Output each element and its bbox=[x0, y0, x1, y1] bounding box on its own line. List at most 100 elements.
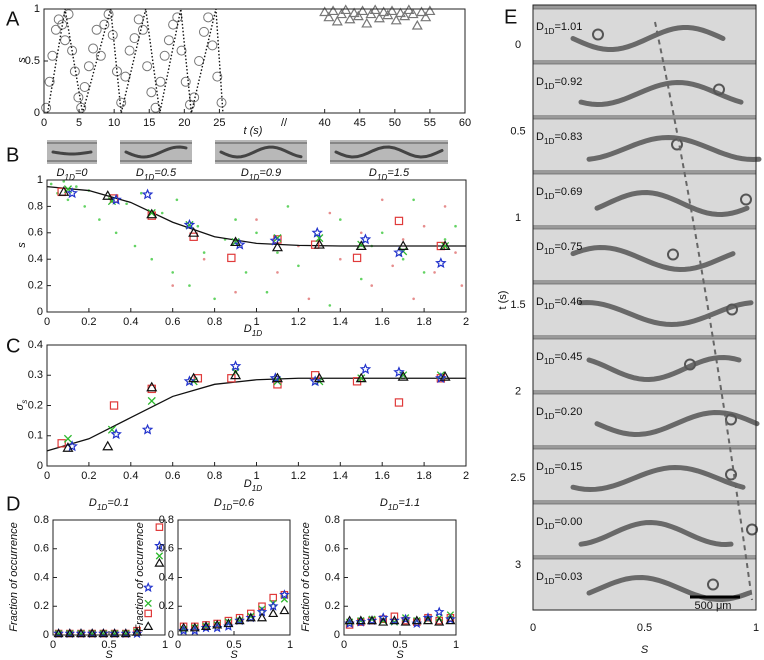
star-marker bbox=[110, 428, 122, 440]
x-tick-label: 0 bbox=[41, 117, 47, 129]
circle-marker bbox=[203, 12, 214, 23]
circle-marker bbox=[180, 76, 191, 87]
panel-label: C bbox=[6, 335, 20, 357]
x-tick-label: 0 bbox=[50, 639, 56, 651]
channel-wall bbox=[533, 170, 756, 174]
circle-marker bbox=[142, 61, 153, 72]
worm bbox=[570, 245, 736, 272]
y-tick-label: 0.6 bbox=[34, 543, 49, 555]
star-marker bbox=[389, 615, 400, 626]
x-tick-label: 10 bbox=[108, 117, 120, 129]
worm bbox=[586, 134, 762, 163]
triangle-marker bbox=[87, 628, 98, 638]
x-tick-label: 0.5 bbox=[637, 622, 652, 634]
y-tick-label: 0.5 bbox=[25, 55, 40, 67]
circle-marker bbox=[198, 26, 209, 37]
dot-marker bbox=[307, 297, 311, 301]
position-circle bbox=[746, 523, 758, 536]
channel-wall bbox=[533, 225, 756, 229]
star-marker bbox=[245, 612, 257, 623]
dot-marker bbox=[359, 231, 363, 235]
x-tick-label: 25 bbox=[213, 117, 225, 129]
y-axis-label: σs bbox=[14, 400, 29, 411]
dot-marker bbox=[454, 251, 457, 254]
star-marker bbox=[435, 257, 447, 269]
triangle-marker bbox=[230, 236, 242, 247]
triangle-marker bbox=[389, 615, 400, 625]
y-tick-label: 0.4 bbox=[34, 571, 49, 583]
channel-wall bbox=[533, 60, 756, 64]
y-tick-label: 0.6 bbox=[159, 543, 174, 555]
triangle-marker bbox=[245, 612, 256, 622]
x-tick-label: 0.8 bbox=[207, 316, 222, 328]
dot-marker bbox=[175, 198, 179, 202]
triangle-marker bbox=[120, 628, 131, 638]
dot-marker bbox=[286, 205, 290, 208]
worm bbox=[570, 465, 746, 492]
triangle-marker bbox=[271, 372, 283, 383]
x-tick-label: 50 bbox=[389, 117, 401, 129]
position-circle bbox=[725, 413, 737, 426]
triangle-marker bbox=[102, 190, 114, 200]
triangle-marker bbox=[75, 628, 87, 638]
circle-marker bbox=[207, 40, 218, 51]
dot-marker bbox=[213, 297, 216, 301]
dot-marker bbox=[66, 198, 70, 202]
triangle-marker bbox=[189, 622, 200, 632]
circle-marker bbox=[107, 30, 118, 40]
triangle-marker bbox=[268, 608, 279, 618]
y-tick-label: 0.2 bbox=[28, 280, 43, 292]
channel-wall bbox=[533, 280, 756, 284]
cross-marker bbox=[155, 552, 164, 560]
triangle-marker bbox=[331, 15, 343, 26]
square-marker bbox=[57, 439, 66, 448]
x-tick-label: 1 bbox=[253, 470, 259, 482]
position-circle bbox=[725, 468, 737, 481]
circle-marker bbox=[99, 19, 110, 30]
circle-marker bbox=[76, 102, 87, 113]
x-tick-label: 1.4 bbox=[333, 470, 348, 482]
triangle-marker bbox=[390, 14, 402, 25]
dot-marker bbox=[75, 185, 78, 188]
triangle-marker bbox=[439, 371, 451, 381]
star-marker bbox=[154, 540, 165, 551]
dot-marker bbox=[460, 284, 464, 287]
triangle-marker bbox=[355, 240, 367, 250]
triangle-marker bbox=[394, 7, 406, 18]
thumbnail-label: D1D=0 bbox=[56, 167, 88, 182]
x-tick-label: 1 bbox=[253, 316, 259, 328]
x-tick-label: 1 bbox=[453, 639, 459, 651]
dot-marker bbox=[328, 211, 332, 215]
cross-marker bbox=[231, 237, 240, 247]
position-circle bbox=[726, 303, 738, 316]
circle-marker bbox=[60, 35, 71, 46]
y-tick-label: 1 bbox=[37, 174, 43, 186]
triangle-marker bbox=[62, 442, 74, 452]
triangle-marker bbox=[313, 372, 325, 383]
y-tick-label: 0.2 bbox=[159, 600, 174, 612]
circle-marker bbox=[120, 71, 131, 82]
worm bbox=[124, 145, 188, 159]
y-tick-label: 0.4 bbox=[159, 571, 174, 583]
y-axis-label: Fraction of occurrence bbox=[300, 522, 312, 631]
position-circle bbox=[707, 578, 719, 591]
square-marker bbox=[379, 615, 388, 623]
dot-marker bbox=[401, 257, 405, 261]
dot-marker bbox=[422, 271, 426, 274]
star-marker bbox=[234, 615, 245, 626]
x-tick-label: 2 bbox=[463, 316, 469, 328]
circle-marker bbox=[69, 66, 80, 77]
square-marker bbox=[394, 398, 404, 407]
photo-background bbox=[533, 5, 756, 610]
triangle-marker bbox=[355, 372, 367, 383]
worm bbox=[594, 190, 750, 217]
triangle-marker bbox=[188, 372, 200, 383]
circle-marker bbox=[155, 76, 166, 87]
triangle-marker bbox=[439, 240, 451, 250]
triangle-marker bbox=[344, 13, 356, 24]
thumbnail bbox=[330, 140, 448, 164]
star-marker bbox=[229, 360, 242, 372]
y-tick-label: 0.6 bbox=[28, 227, 43, 239]
dot-marker bbox=[422, 224, 426, 228]
worm bbox=[51, 150, 93, 156]
